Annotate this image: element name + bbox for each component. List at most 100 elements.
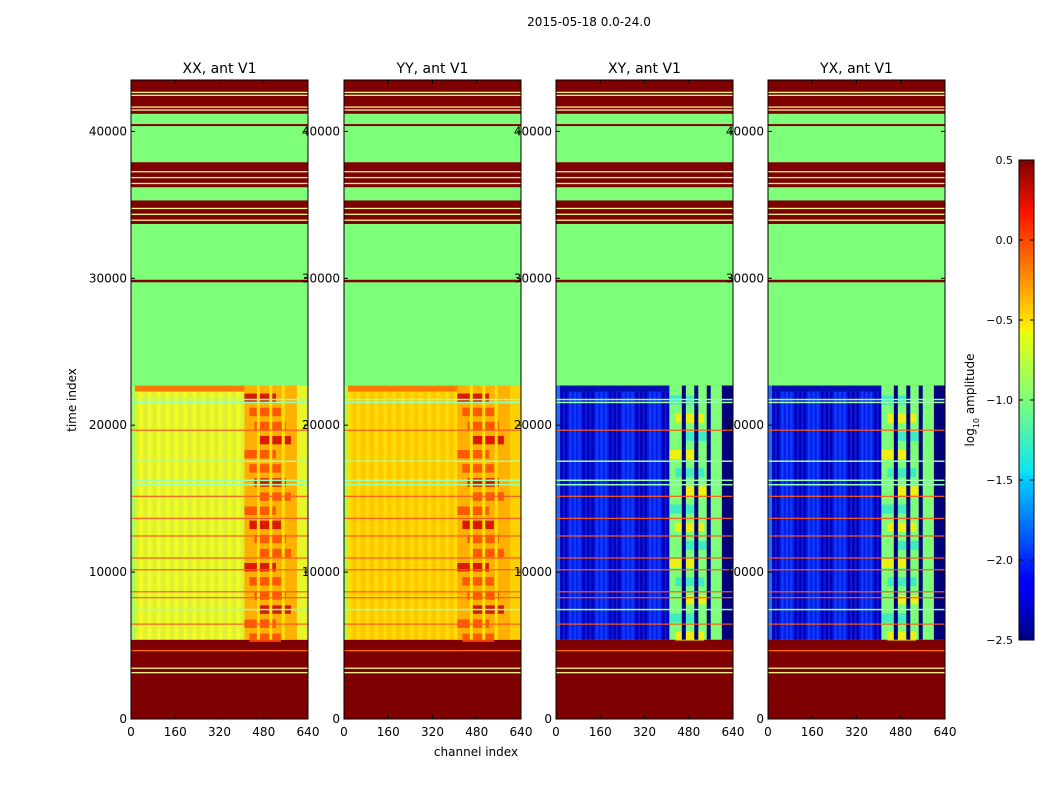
heatmap-band [131, 176, 308, 179]
heatmap-flag-line [768, 495, 945, 497]
y-tick-label: 0 [544, 712, 552, 726]
heatmap-flag-line [556, 401, 733, 404]
heatmap-flag-line [344, 401, 521, 404]
heatmap-cell [244, 562, 276, 572]
heatmap-cell [768, 385, 945, 392]
heatmap-band [556, 106, 733, 108]
heatmap-flag-line [131, 591, 308, 593]
heatmap-cell [192, 391, 196, 640]
heatmap-cell [223, 391, 227, 640]
heatmap-cell [852, 391, 855, 640]
heatmap-band [768, 80, 945, 114]
heatmap-band [556, 219, 733, 221]
heatmap-cell [482, 385, 486, 640]
heatmap-cell [419, 391, 422, 640]
heatmap-flag-line [768, 460, 945, 462]
x-tick-label: 640 [297, 725, 320, 739]
colorbar-label: log10 amplitude [963, 354, 981, 447]
heatmap-band [768, 171, 945, 173]
heatmap-cell [462, 464, 494, 473]
heatmap-cell [657, 391, 661, 640]
heatmap-cell [838, 391, 842, 640]
heatmap-flag-line [556, 429, 733, 431]
heatmap-cell [675, 468, 705, 478]
heatmap-panel-3: YX, ant V1 0 160 320 480 640 0 10000 20000 30000 4… [726, 61, 957, 739]
heatmap-cell [600, 391, 603, 640]
heatmap-cell [887, 522, 917, 532]
heatmap-band [768, 639, 945, 719]
heatmap-cell [790, 391, 793, 640]
heatmap-cell [721, 385, 733, 640]
heatmap-flag-line [556, 460, 733, 462]
heatmap-cell [609, 391, 612, 640]
heatmap-cell [259, 435, 291, 445]
heatmap-panel-2: XY, ant V1 0 160 320 480 640 0 10000 20000 30000 4… [514, 61, 745, 739]
colorbar: 0.5 0.0 −0.5 −1.0 −1.5 −2.0 −2.5 log10 amplitu… [963, 154, 1035, 647]
heatmap-cell [296, 385, 308, 640]
heatmap-cell [249, 577, 281, 586]
heatmap-cell [281, 385, 285, 640]
heatmap-band [131, 213, 308, 215]
heatmap-cell [457, 393, 489, 403]
heatmap-band [344, 182, 521, 185]
heatmap-band [344, 639, 521, 719]
heatmap-band [556, 182, 733, 185]
heatmap-cell [361, 391, 365, 640]
heatmap-flag-line [131, 557, 308, 559]
heatmap-flag-line [131, 483, 308, 486]
heatmap-cell [161, 391, 165, 640]
heatmap-cell [462, 633, 494, 643]
colorbar-tick-label: −1.5 [986, 474, 1013, 487]
x-tick-label: 480 [677, 725, 700, 739]
y-tick-label: 30000 [302, 271, 340, 285]
y-axis-label: time index [65, 368, 79, 432]
y-tick-label: 20000 [514, 418, 552, 432]
heatmap-flag-line [556, 569, 733, 571]
panel-title: XY, ant V1 [608, 61, 681, 77]
heatmap-cell [586, 391, 590, 640]
heatmap-cell [457, 506, 489, 515]
heatmap-cell [256, 385, 260, 640]
x-tick-label: 640 [722, 725, 745, 739]
heatmap-flag-line [131, 398, 308, 401]
heatmap-cell [139, 391, 143, 640]
heatmap-cell [215, 391, 218, 640]
heatmap-band [131, 667, 308, 669]
heatmap-flag-line [344, 591, 521, 593]
heatmap-flag-line [131, 535, 308, 537]
heatmap-cell [241, 391, 245, 640]
heatmap-cell [560, 391, 563, 640]
heatmap-cell [462, 520, 494, 530]
heatmap-cell [462, 577, 494, 586]
heatmap-band [131, 182, 308, 185]
heatmap-band [344, 279, 521, 283]
y-tick-label: 10000 [726, 565, 764, 579]
y-tick-label: 30000 [726, 271, 764, 285]
heatmap-cell [148, 391, 152, 640]
heatmap-band [344, 649, 521, 652]
colorbar-tick-label: −2.0 [986, 554, 1013, 567]
y-tick-label: 0 [119, 712, 127, 726]
heatmap-cell [454, 391, 458, 640]
heatmap-flag-line [768, 535, 945, 537]
heatmap-band [344, 200, 521, 224]
x-tick-label: 320 [845, 725, 868, 739]
heatmap-cell [604, 391, 608, 640]
heatmap-cell [423, 391, 427, 640]
heatmap-band [768, 124, 945, 127]
heatmap-flag-line [556, 398, 733, 401]
x-tick-label: 160 [801, 725, 824, 739]
heatmap-cell [157, 391, 161, 640]
y-tick-label: 0 [756, 712, 764, 726]
heatmap-band [556, 213, 733, 215]
heatmap-band [556, 80, 733, 114]
x-tick-label: 160 [377, 725, 400, 739]
heatmap-band [131, 639, 308, 719]
heatmap-flag-line [344, 569, 521, 571]
heatmap-cell [772, 391, 775, 640]
heatmap-cell [564, 391, 568, 640]
heatmap-cell [622, 391, 625, 640]
heatmap-band [131, 171, 308, 173]
heatmap-flag-line [556, 623, 733, 625]
